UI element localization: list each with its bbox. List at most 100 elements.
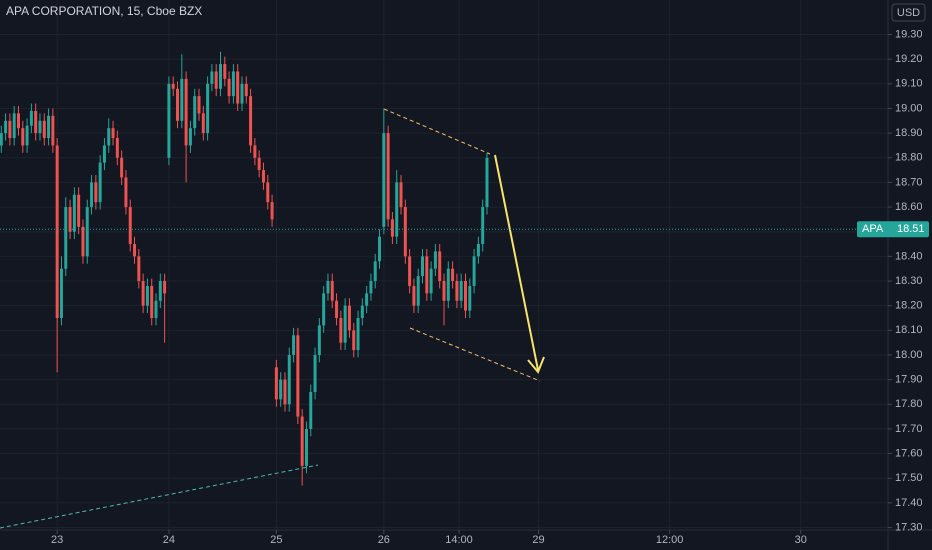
candle-body [322, 293, 326, 326]
currency: USD [897, 7, 920, 19]
candle-body [343, 305, 347, 343]
x-tick-label: 29 [532, 534, 544, 546]
y-tick-label: 18.30 [895, 275, 923, 287]
y-tick-label: 19.00 [895, 102, 923, 114]
candle-body [360, 305, 364, 318]
candle-body [90, 182, 94, 208]
candle-body [59, 268, 63, 318]
candle-body [365, 293, 369, 306]
arrow-head [527, 356, 545, 374]
y-tick-label: 18.20 [895, 300, 923, 312]
channel-upper [383, 108, 491, 155]
candles [0, 51, 489, 486]
x-tick-label: 25 [270, 534, 282, 546]
candle-body [446, 268, 450, 301]
candle-body [369, 281, 373, 294]
y-tick-label: 17.70 [895, 423, 923, 435]
candle-body [12, 113, 16, 139]
candle-body [188, 128, 192, 146]
candle-body [253, 145, 257, 158]
chart-title: APA CORPORATION, 15, Cboe BZX [6, 4, 202, 18]
candle-body [42, 120, 46, 139]
candle-body [472, 256, 476, 286]
y-tick-label: 17.90 [895, 374, 923, 386]
y-tick-label: 17.80 [895, 398, 923, 410]
candle-body [459, 281, 463, 301]
candle-body [34, 110, 38, 134]
x-tick-label: 24 [163, 534, 175, 546]
candle-body [180, 78, 184, 121]
candle-body [184, 78, 188, 146]
candle-body [55, 145, 59, 318]
candle-body [347, 305, 351, 331]
candle-body [124, 177, 128, 208]
candle-body [4, 120, 8, 134]
candle-body [309, 391, 313, 429]
candle-body [330, 281, 334, 301]
trend-line [0, 464, 319, 529]
candle-body [77, 194, 81, 227]
candle-body [51, 115, 55, 146]
candle-body [137, 256, 141, 282]
candle-body [158, 281, 162, 301]
candle-body [236, 71, 240, 104]
candle-body [261, 170, 265, 183]
channel-lower [409, 327, 541, 382]
candle-body [313, 354, 317, 392]
candle-body [176, 88, 180, 121]
candle-body [141, 281, 145, 306]
y-tick-label: 18.60 [895, 201, 923, 213]
candle-body [223, 64, 227, 79]
candle-body [72, 194, 76, 232]
candle-body [378, 236, 382, 262]
candle-body [133, 244, 137, 257]
y-tick-label: 18.10 [895, 324, 923, 336]
candle-body [154, 300, 158, 318]
x-tick-label: 12:00 [656, 534, 684, 546]
y-tick-label: 19.10 [895, 78, 923, 90]
candle-body [47, 115, 51, 139]
candle-body [21, 128, 25, 146]
candle-body [283, 379, 287, 405]
candle-body [304, 428, 308, 466]
currency-box[interactable] [891, 3, 926, 22]
candle-body [425, 256, 429, 294]
candle-body [214, 71, 218, 89]
candle-body [317, 325, 321, 355]
candle-body [85, 207, 89, 257]
axes: 17.30 17.40 17.50 17.60 17.70 17.80 17.90 18.00… [0, 28, 929, 546]
arrow-shaft [494, 154, 539, 371]
candle-body [201, 113, 205, 134]
y-tick-label: 17.60 [895, 447, 923, 459]
candle-body [270, 202, 274, 220]
x-tick-label: 26 [378, 534, 390, 546]
y-tick-label: 17.40 [895, 497, 923, 509]
candle-body [81, 226, 85, 257]
y-tick-label: 17.50 [895, 472, 923, 484]
candle-body [287, 354, 291, 405]
candle-body [68, 207, 72, 232]
candle-body [442, 281, 446, 301]
candle-body [373, 261, 377, 282]
candle-body [257, 157, 261, 171]
candle-body [167, 83, 171, 158]
candle-body [231, 71, 235, 97]
candle-body [412, 285, 416, 306]
candle-body [390, 219, 394, 237]
candle-body [25, 125, 29, 146]
candle-body [356, 318, 360, 351]
candle-body [386, 133, 390, 220]
candle-body [485, 157, 489, 208]
candle-body [64, 207, 68, 269]
candle-body [433, 251, 437, 269]
candle-body [29, 110, 33, 126]
candle-body [455, 281, 459, 301]
candle-body [481, 207, 485, 245]
y-tick-label: 18.80 [895, 152, 923, 164]
candle-body [227, 78, 231, 97]
candle-body [171, 83, 175, 89]
y-tick-label: 17.30 [895, 521, 923, 533]
